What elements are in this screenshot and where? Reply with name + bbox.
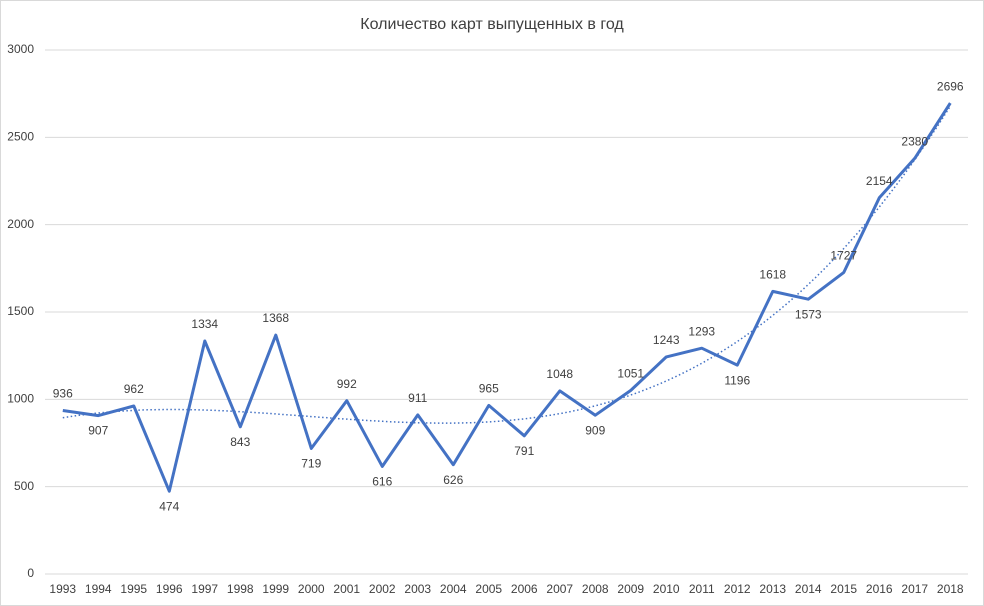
- data-label: 1334: [191, 317, 218, 331]
- x-tick-label: 2011: [689, 582, 715, 596]
- data-label: 2154: [866, 174, 893, 188]
- data-label: 907: [88, 424, 108, 438]
- x-tick-label: 1994: [85, 582, 112, 596]
- x-tick-label: 2002: [369, 582, 396, 596]
- x-tick-label: 2013: [759, 582, 786, 596]
- y-tick-label: 1000: [7, 392, 34, 406]
- x-tick-label: 1999: [262, 582, 289, 596]
- data-label: 911: [408, 391, 427, 405]
- chart-title: Количество карт выпущенных в год: [360, 16, 624, 33]
- x-tick-label: 2001: [333, 582, 360, 596]
- data-label: 992: [337, 377, 357, 391]
- x-tick-label: 2009: [617, 582, 644, 596]
- data-label: 1243: [653, 333, 680, 347]
- x-tick-label: 2016: [866, 582, 893, 596]
- data-label: 1727: [830, 249, 857, 263]
- x-tick-label: 2017: [901, 582, 928, 596]
- x-tick-label: 1993: [49, 582, 76, 596]
- data-label: 1618: [759, 268, 786, 282]
- data-label: 965: [479, 382, 499, 396]
- data-label: 1573: [795, 307, 822, 321]
- data-label: 1048: [546, 367, 573, 381]
- y-tick-label: 3000: [7, 42, 34, 56]
- data-label: 719: [301, 457, 321, 471]
- data-line: [62, 102, 952, 493]
- x-tick-label: 2010: [653, 582, 680, 596]
- data-label: 1051: [617, 367, 644, 381]
- data-label: 474: [159, 499, 179, 513]
- y-tick-label: 500: [14, 479, 34, 493]
- x-tick-label: 2007: [546, 582, 573, 596]
- y-tick-label: 1500: [7, 304, 34, 318]
- data-label: 791: [514, 444, 534, 458]
- y-tick-label: 2500: [7, 130, 34, 144]
- y-tick-label: 0: [27, 566, 34, 580]
- data-label: 1196: [724, 373, 750, 387]
- x-tick-label: 2000: [298, 582, 325, 596]
- x-tick-label: 2008: [582, 582, 609, 596]
- x-tick-label: 2015: [830, 582, 857, 596]
- x-tick-label: 2004: [440, 582, 467, 596]
- data-label: 616: [372, 475, 392, 489]
- data-label: 936: [53, 387, 73, 401]
- x-tick-label: 1996: [156, 582, 183, 596]
- data-label: 843: [230, 435, 250, 449]
- x-tick-label: 2014: [795, 582, 822, 596]
- data-label: 962: [124, 382, 144, 396]
- x-tick-label: 1998: [227, 582, 254, 596]
- x-tick-label: 2005: [475, 582, 502, 596]
- data-label: 2380: [901, 134, 928, 148]
- data-label: 2696: [937, 79, 964, 93]
- data-label: 626: [443, 473, 463, 487]
- data-label: 1368: [262, 311, 289, 325]
- x-tick-label: 2012: [724, 582, 751, 596]
- x-tick-label: 2003: [404, 582, 431, 596]
- x-tick-label: 2018: [937, 582, 964, 596]
- data-label: 1293: [688, 324, 715, 338]
- x-tick-label: 2006: [511, 582, 538, 596]
- x-tick-label: 1997: [191, 582, 218, 596]
- data-label: 909: [585, 423, 605, 437]
- x-tick-label: 1995: [120, 582, 147, 596]
- y-tick-label: 2000: [7, 217, 34, 231]
